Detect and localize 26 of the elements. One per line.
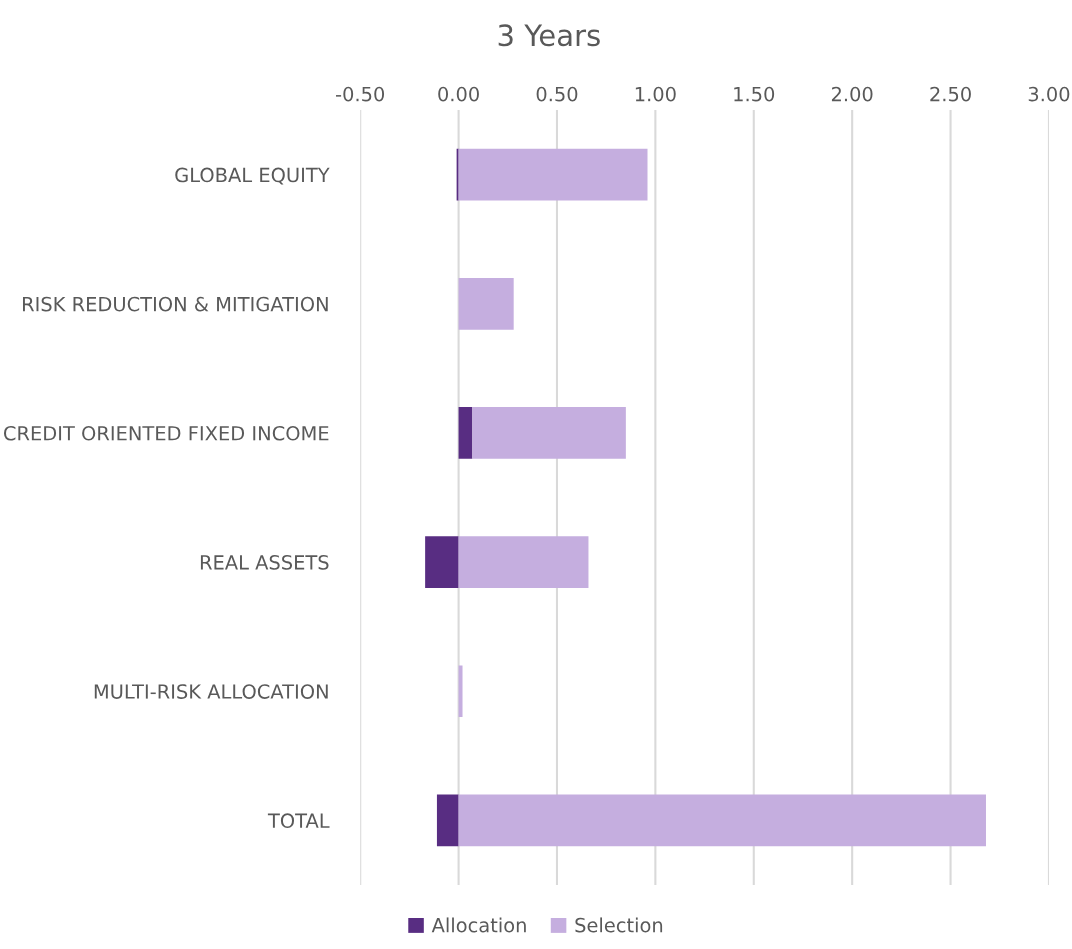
legend-label: Allocation <box>431 917 526 933</box>
x-tick-label: -0.50 <box>335 86 385 102</box>
bar <box>458 794 986 847</box>
x-tick-label: 2.00 <box>831 86 873 102</box>
y-tick-label: GLOBAL EQUITY <box>175 167 330 185</box>
x-tick-label: 0.50 <box>536 86 578 102</box>
x-tick-label: 3.00 <box>1028 86 1070 102</box>
chart-title: 3 Years <box>498 24 600 47</box>
y-tick-label: RISK REDUCTION & MITIGATION <box>23 296 328 312</box>
y-tick-label: CREDIT ORIENTED FIXED INCOME <box>3 425 329 441</box>
bar <box>458 407 473 459</box>
bar <box>472 407 626 459</box>
x-tick-label: 1.00 <box>635 86 676 102</box>
bar <box>458 277 514 330</box>
bar <box>436 794 459 847</box>
bar <box>458 536 589 588</box>
legend-label: Selection <box>575 917 663 933</box>
y-tick-label: MULTI-RISK ALLOCATION <box>94 684 328 699</box>
x-tick-label: 0.00 <box>438 86 479 102</box>
x-tick-label: 1.50 <box>734 86 775 102</box>
x-tick-label: 2.50 <box>930 86 971 102</box>
y-tick-label: REAL ASSETS <box>200 555 329 570</box>
bar <box>425 536 459 588</box>
bar <box>458 148 648 201</box>
bar <box>458 665 463 718</box>
y-tick-label: TOTAL <box>267 813 330 829</box>
